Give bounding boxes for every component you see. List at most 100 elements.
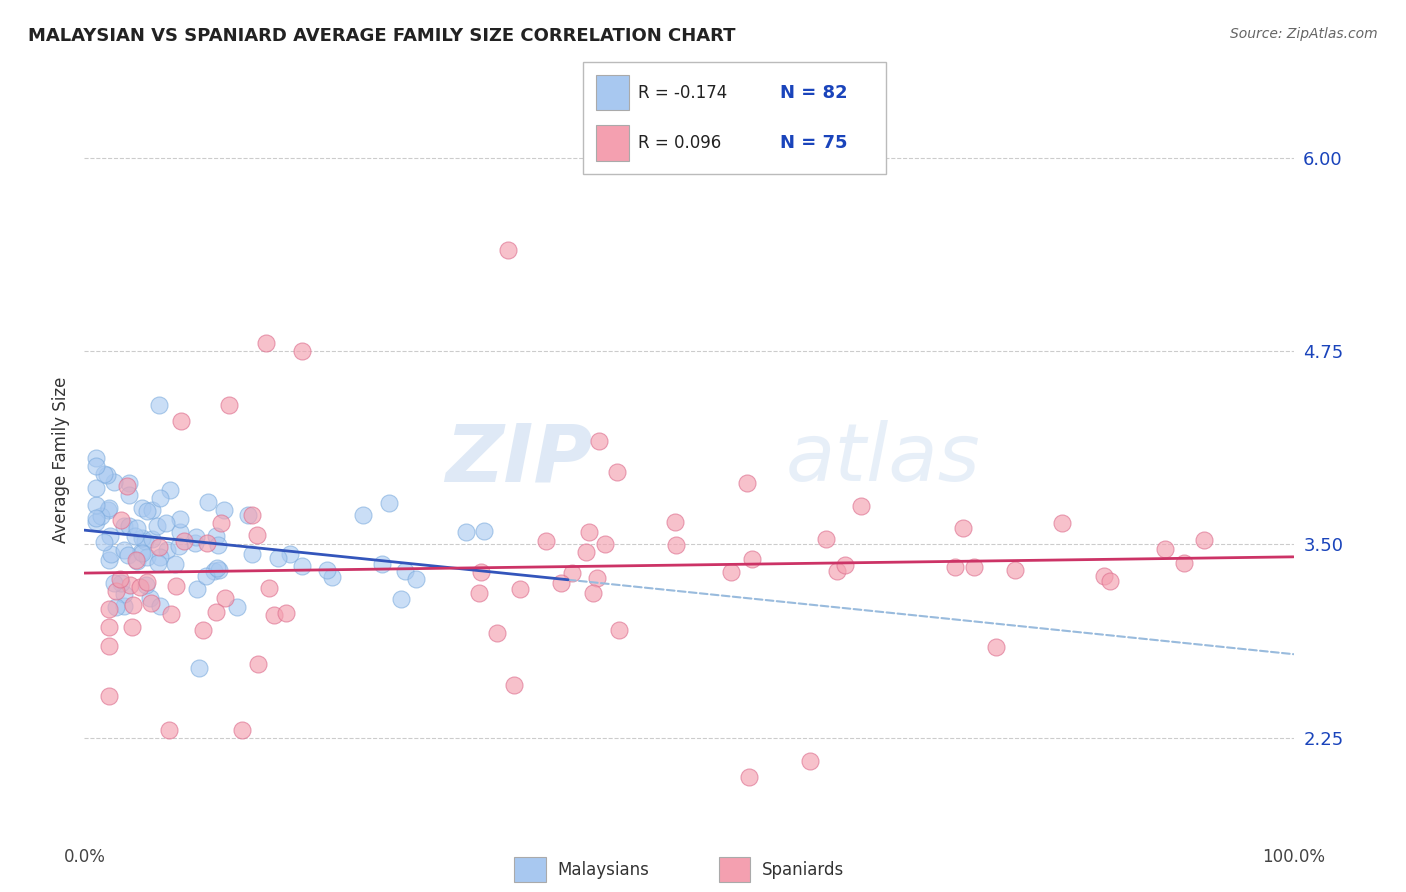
Point: [218, 398, 240, 412]
Point: [98, 529, 121, 543]
Point: [825, 564, 848, 578]
Point: [141, 503, 163, 517]
Text: N = 82: N = 82: [780, 84, 848, 102]
Point: [267, 551, 290, 566]
Point: [104, 599, 127, 614]
Point: [86, 516, 108, 530]
Point: [169, 524, 191, 539]
Point: [207, 538, 229, 552]
Point: [96, 468, 118, 483]
Point: [139, 591, 162, 605]
Point: [141, 532, 163, 546]
Point: [468, 585, 491, 599]
Point: [136, 550, 159, 565]
Point: [145, 519, 167, 533]
Point: [814, 532, 837, 546]
Point: [165, 579, 187, 593]
Point: [394, 564, 416, 578]
Point: [141, 596, 163, 610]
Point: [146, 556, 169, 570]
Text: Malaysians: Malaysians: [557, 861, 650, 879]
Point: [93, 467, 115, 482]
Point: [125, 554, 148, 568]
Point: [149, 550, 172, 565]
Point: [472, 524, 495, 538]
Point: [160, 607, 183, 622]
Y-axis label: Average Family Size: Average Family Size: [52, 376, 70, 542]
Point: [593, 537, 616, 551]
Point: [103, 575, 125, 590]
Point: [247, 657, 270, 671]
Point: [156, 543, 179, 558]
Point: [135, 504, 157, 518]
Point: [240, 508, 263, 523]
Point: [588, 434, 610, 448]
Point: [204, 565, 226, 579]
Point: [117, 518, 139, 533]
Point: [129, 545, 152, 559]
Point: [263, 608, 285, 623]
Point: [607, 623, 630, 637]
Point: [148, 398, 170, 412]
Point: [184, 536, 207, 550]
Point: [131, 501, 153, 516]
Text: Source: ZipAtlas.com: Source: ZipAtlas.com: [1230, 27, 1378, 41]
Point: [231, 723, 253, 738]
Point: [197, 536, 219, 550]
Point: [575, 545, 598, 559]
Point: [194, 569, 217, 583]
Point: [209, 516, 232, 530]
Point: [665, 538, 688, 552]
Point: [204, 529, 226, 543]
Point: [240, 547, 263, 561]
Point: [188, 661, 211, 675]
Text: R = -0.174: R = -0.174: [638, 84, 727, 102]
Point: [120, 578, 142, 592]
Point: [127, 521, 149, 535]
Point: [238, 508, 260, 522]
Point: [149, 599, 172, 614]
Point: [149, 491, 172, 505]
Point: [1194, 533, 1216, 547]
Point: [128, 580, 150, 594]
Point: [214, 591, 236, 605]
Point: [291, 558, 314, 573]
Point: [1092, 568, 1115, 582]
Point: [405, 572, 427, 586]
Point: [115, 478, 138, 492]
Point: [1173, 557, 1195, 571]
Point: [1154, 541, 1177, 556]
Point: [97, 620, 120, 634]
Point: [118, 476, 141, 491]
Point: [536, 534, 558, 549]
Point: [278, 547, 301, 561]
Point: [86, 510, 108, 524]
Point: [98, 689, 121, 703]
Point: [799, 754, 821, 768]
Point: [97, 503, 120, 517]
Point: [191, 623, 214, 637]
Point: [134, 534, 156, 549]
Point: [509, 582, 531, 596]
Point: [86, 481, 108, 495]
Point: [186, 582, 208, 596]
Point: [984, 640, 1007, 654]
Point: [291, 344, 314, 359]
Point: [321, 570, 343, 584]
Point: [131, 545, 153, 559]
Point: [606, 465, 628, 479]
Point: [170, 414, 193, 428]
Text: atlas: atlas: [786, 420, 980, 499]
Point: [371, 557, 394, 571]
Point: [1052, 516, 1074, 530]
Point: [561, 566, 583, 581]
Point: [226, 600, 249, 615]
Text: ZIP: ZIP: [444, 420, 592, 499]
Point: [98, 501, 121, 516]
Point: [246, 528, 269, 542]
Text: Spaniards: Spaniards: [762, 861, 844, 879]
Text: MALAYSIAN VS SPANIARD AVERAGE FAMILY SIZE CORRELATION CHART: MALAYSIAN VS SPANIARD AVERAGE FAMILY SIZ…: [28, 27, 735, 45]
Point: [208, 563, 231, 577]
Point: [274, 606, 297, 620]
Point: [98, 552, 121, 566]
